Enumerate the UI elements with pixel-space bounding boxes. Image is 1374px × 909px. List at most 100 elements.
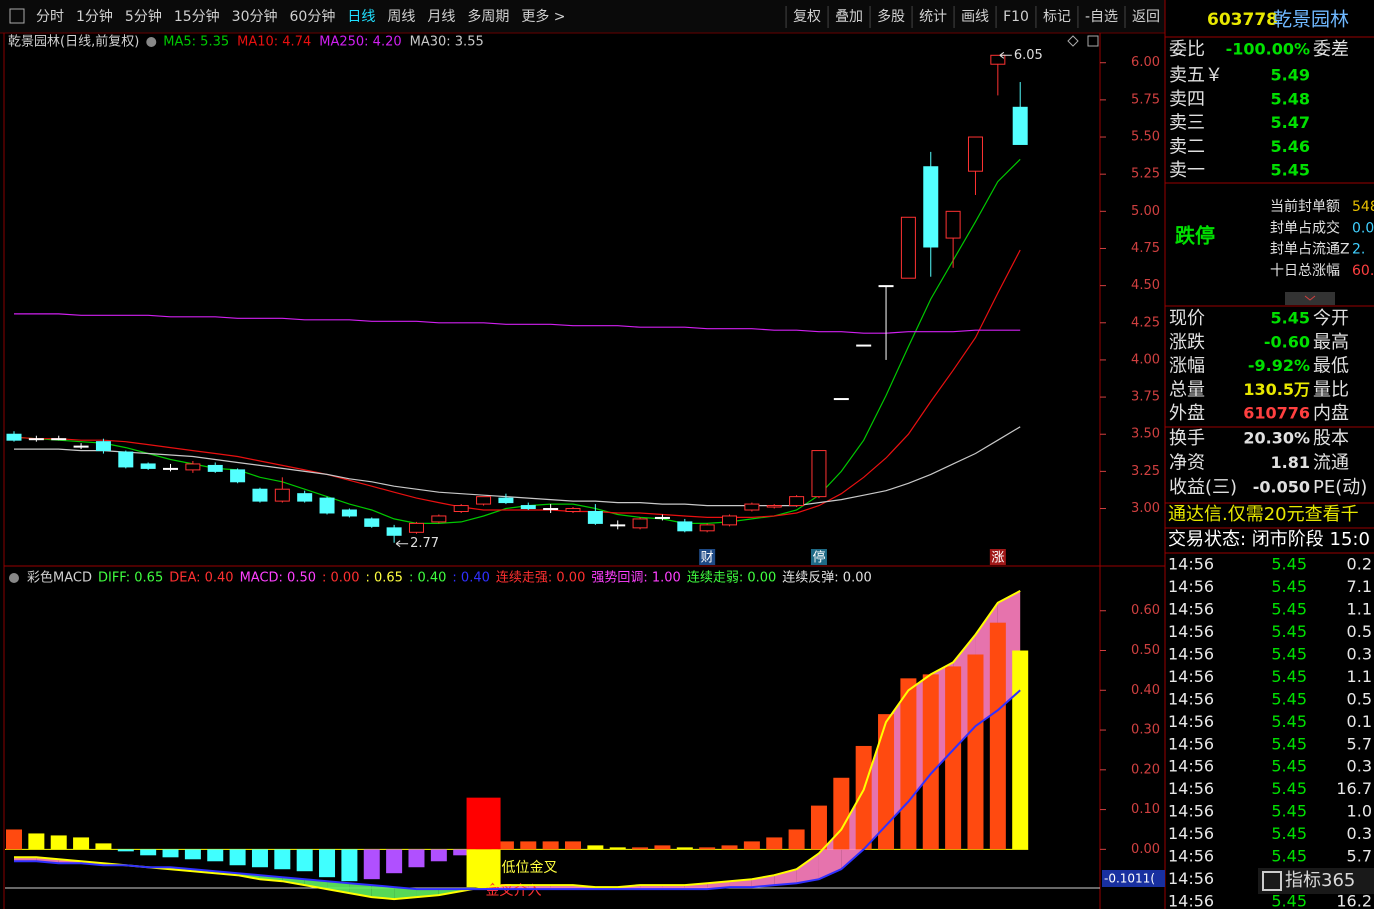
- ratio-label: 委比: [1169, 39, 1205, 60]
- toolbar-button[interactable]: 复权: [793, 8, 821, 25]
- toolbar-button[interactable]: -自选: [1085, 9, 1118, 25]
- candle-body: [1012, 106, 1028, 145]
- tick-volume: 0.5: [1347, 689, 1372, 708]
- candle-body: [252, 488, 268, 502]
- macd-bar: [95, 843, 112, 850]
- stat-label: 外盘: [1169, 403, 1205, 424]
- y-tick-label: 3.50: [1131, 427, 1160, 442]
- toolbar-button[interactable]: 叠加: [835, 9, 863, 25]
- tick-time: 14:56: [1168, 779, 1214, 798]
- toolbar-tab[interactable]: 60分钟: [290, 8, 336, 25]
- macd-bar: [788, 829, 805, 850]
- seal-value: 0.0: [1352, 220, 1374, 236]
- macd-bar: [207, 849, 224, 862]
- toolbar-tab[interactable]: 30分钟: [232, 8, 278, 25]
- toolbar-tab[interactable]: 更多 >: [521, 8, 565, 25]
- menu-icon[interactable]: [9, 8, 25, 24]
- ad-text[interactable]: 通达信.仅需20元查看千: [1168, 504, 1359, 525]
- toolbar-tab[interactable]: 周线: [387, 9, 415, 25]
- macd-bar: [229, 849, 246, 866]
- toolbar-tab[interactable]: 日线: [347, 9, 375, 25]
- status-text: 交易状态: 闭市阶段 15:0: [1168, 529, 1370, 550]
- ask-price: 5.47: [1271, 113, 1310, 132]
- legend-entry: MACD: 0.50: [240, 571, 316, 586]
- macd-bar: [520, 841, 537, 850]
- candle-body: [386, 527, 402, 536]
- stat-label: 涨跌: [1169, 332, 1205, 353]
- tick-price: 5.45: [1271, 689, 1307, 708]
- panel-icon[interactable]: [1067, 35, 1079, 47]
- event-marker[interactable]: [989, 549, 1006, 565]
- macd-bar: [50, 835, 67, 850]
- expand-button[interactable]: [1285, 292, 1335, 305]
- macd-bar: [699, 847, 716, 850]
- macd-bar: [833, 777, 850, 850]
- legend-entry: : 0.40: [409, 571, 446, 586]
- macd-bar: [497, 841, 514, 850]
- tick-time: 14:56: [1168, 869, 1214, 888]
- y-tick-label: 0.40: [1131, 683, 1160, 698]
- toolbar-button[interactable]: 标记: [1043, 9, 1071, 25]
- candle-body: [744, 503, 760, 511]
- stat-value: -9.92%: [1248, 356, 1310, 375]
- tick-volume: 0.1: [1347, 712, 1372, 731]
- tick-time: 14:56: [1168, 689, 1214, 708]
- candle-body: [51, 438, 67, 441]
- event-marker[interactable]: [699, 549, 716, 565]
- toolbar-tab[interactable]: 5分钟: [125, 8, 162, 25]
- stat-right-label: 内盘: [1313, 403, 1349, 424]
- legend-entry: 连续反弹: 0.00: [782, 570, 871, 586]
- macd-bar: [6, 829, 22, 850]
- toolbar-button[interactable]: 画线: [961, 9, 989, 25]
- candle-body: [520, 505, 536, 510]
- macd-fill: [371, 885, 395, 900]
- toolbar-tab[interactable]: 多周期: [467, 8, 509, 25]
- legend-entry: 强势回调: 1.00: [591, 570, 680, 586]
- macd-bar: [117, 849, 134, 852]
- indicator-icon[interactable]: [9, 573, 19, 583]
- macd-bar: [766, 837, 783, 850]
- seal-value: 548: [1352, 199, 1374, 215]
- macd-line: [14, 689, 1021, 891]
- candle-body: [789, 496, 805, 507]
- toolbar-tab[interactable]: 1分钟: [76, 8, 113, 25]
- toolbar-button[interactable]: 多股: [877, 8, 905, 25]
- legend-entry: : 0.00: [322, 571, 359, 586]
- candle-body: [319, 497, 335, 514]
- candle-body: [297, 493, 313, 502]
- stat-right-label: 量比: [1313, 379, 1349, 400]
- stat-right-label: 最低: [1313, 356, 1349, 377]
- candle-body: [565, 508, 581, 513]
- chart-title: 乾景园林(日线,前复权): [8, 34, 139, 50]
- stat-right-label: 流通: [1313, 453, 1349, 474]
- tick-volume: 1.1: [1347, 599, 1372, 618]
- seal-label: 封单占流通Z: [1270, 242, 1350, 258]
- settings-icon[interactable]: [146, 37, 157, 47]
- panel-icon[interactable]: [1087, 35, 1099, 47]
- macd-bar: [341, 849, 358, 882]
- legend-entry: 连续走弱: 0.00: [687, 570, 776, 586]
- toolbar-tab[interactable]: 15分钟: [174, 8, 220, 25]
- tick-time: 14:56: [1168, 892, 1214, 909]
- toolbar-button[interactable]: 统计: [919, 9, 947, 25]
- macd-bar: [430, 849, 447, 862]
- tick-price: 5.45: [1271, 779, 1307, 798]
- toolbar-tab[interactable]: 分时: [36, 9, 64, 25]
- macd-bar: [184, 849, 201, 860]
- legend-entry: 连续走强: 0.00: [496, 570, 585, 586]
- seal-value: 2.: [1352, 242, 1365, 258]
- y-tick-label: 3.25: [1131, 464, 1160, 479]
- legend-entry: DEA: 0.40: [169, 571, 233, 586]
- min-arrow: [395, 540, 409, 548]
- y-tick-label: 3.75: [1131, 390, 1160, 405]
- signal-label: 低位金叉: [502, 860, 558, 876]
- y-tick-label: 4.25: [1131, 315, 1160, 330]
- candle-body: [28, 438, 44, 441]
- signal-bar-down: [466, 849, 501, 888]
- event-marker[interactable]: [810, 549, 827, 565]
- toolbar-tab[interactable]: 月线: [427, 9, 455, 25]
- macd-line: [14, 590, 1021, 901]
- toolbar-button[interactable]: 返回: [1132, 9, 1160, 25]
- toolbar-button[interactable]: F10: [1003, 9, 1029, 25]
- macd-bar: [251, 849, 268, 868]
